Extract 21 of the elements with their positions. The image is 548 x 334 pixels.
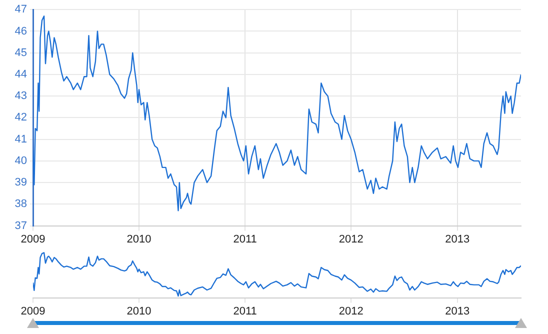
y-tick-label: 39 — [14, 176, 27, 189]
x-tick-label: 2011 — [233, 305, 257, 318]
x-tick-label: 2009 — [20, 305, 46, 318]
x-tick-label: 2012 — [338, 305, 364, 318]
y-tick-label: 40 — [14, 154, 27, 167]
x-tick-label: 2011 — [233, 233, 257, 246]
x-tick-label: 2013 — [445, 233, 470, 246]
y-tick-label: 43 — [14, 90, 27, 102]
y-tick-label: 46 — [14, 25, 27, 38]
y-tick-label: 42 — [14, 112, 27, 124]
x-tick-label: 2012 — [338, 233, 364, 246]
x-tick-label: 2013 — [445, 305, 470, 318]
y-tick-label: 41 — [14, 133, 27, 146]
x-tick-label: 2010 — [126, 305, 152, 318]
x-tick-label: 2009 — [20, 233, 46, 246]
y-tick-label: 37 — [14, 220, 27, 232]
y-tick-label: 47 — [14, 4, 27, 16]
x-tick-label: 2010 — [126, 233, 152, 246]
y-tick-label: 44 — [14, 68, 27, 80]
y-tick-label: 38 — [14, 198, 27, 210]
y-tick-label: 45 — [14, 46, 27, 59]
